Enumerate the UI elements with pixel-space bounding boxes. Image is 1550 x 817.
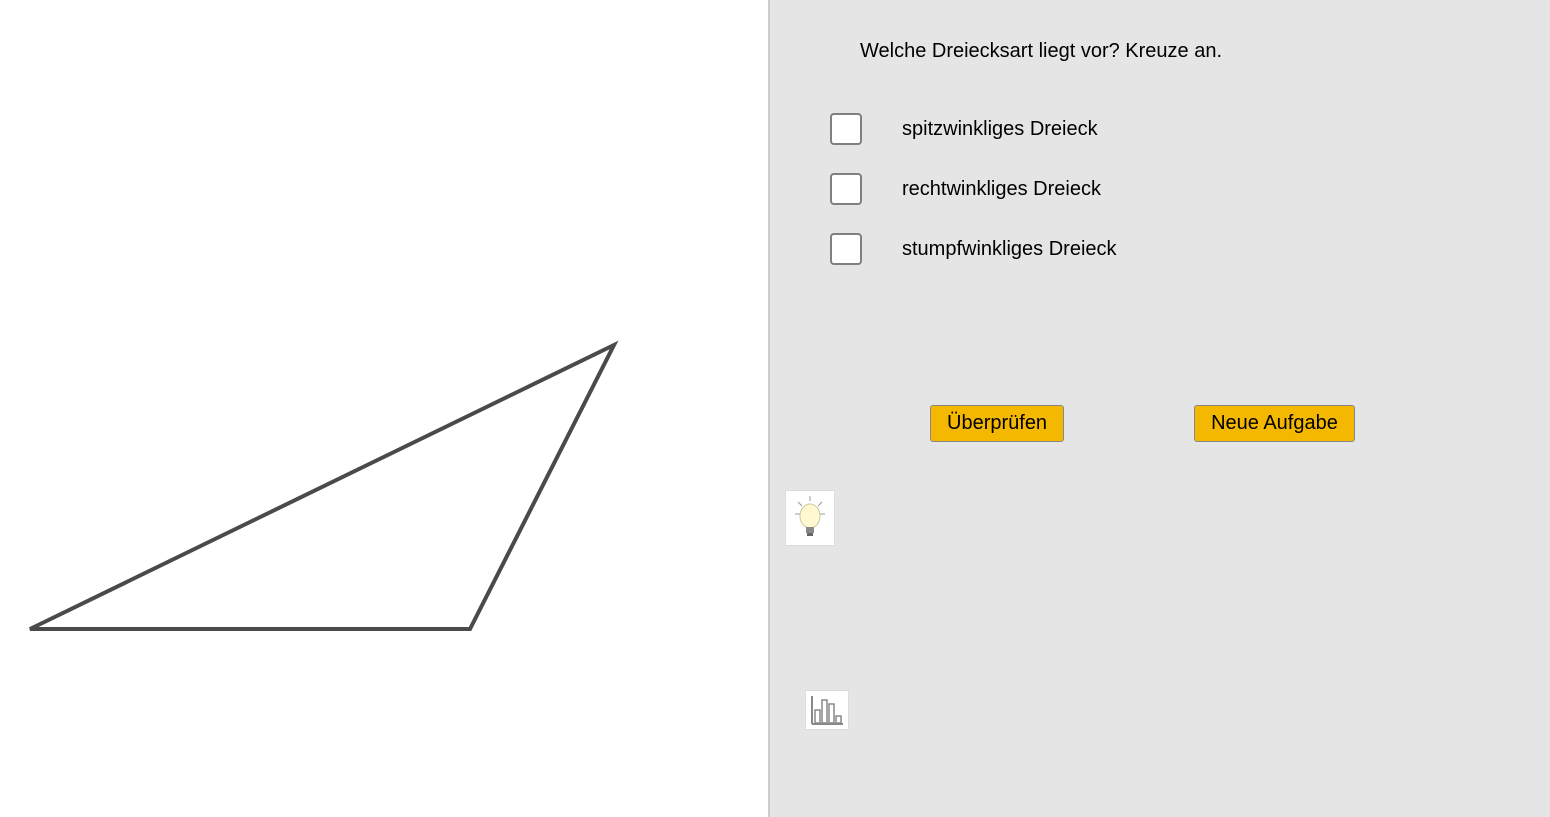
option-row: rechtwinkliges Dreieck xyxy=(830,173,1490,205)
checkbox-right[interactable] xyxy=(830,173,862,205)
triangle-canvas xyxy=(0,0,770,817)
option-row: spitzwinkliges Dreieck xyxy=(830,113,1490,145)
option-label: spitzwinkliges Dreieck xyxy=(902,118,1098,141)
triangle-shape xyxy=(0,0,770,817)
lightbulb-icon xyxy=(790,494,830,542)
option-label: stumpfwinkliges Dreieck xyxy=(902,238,1117,261)
new-task-button[interactable]: Neue Aufgabe xyxy=(1194,405,1355,442)
checkbox-acute[interactable] xyxy=(830,113,862,145)
option-list: spitzwinkliges Dreieck rechtwinkliges Dr… xyxy=(830,113,1490,265)
question-text: Welche Dreiecksart liegt vor? Kreuze an. xyxy=(860,40,1490,63)
check-button[interactable]: Überprüfen xyxy=(930,405,1064,442)
option-row: stumpfwinkliges Dreieck xyxy=(830,233,1490,265)
stats-button[interactable] xyxy=(805,690,849,730)
option-label: rechtwinkliges Dreieck xyxy=(902,178,1101,201)
question-panel: Welche Dreiecksart liegt vor? Kreuze an.… xyxy=(770,0,1550,817)
bar-chart-icon xyxy=(809,694,845,726)
checkbox-obtuse[interactable] xyxy=(830,233,862,265)
hint-button[interactable] xyxy=(785,490,835,546)
button-row: Überprüfen Neue Aufgabe xyxy=(930,405,1490,442)
